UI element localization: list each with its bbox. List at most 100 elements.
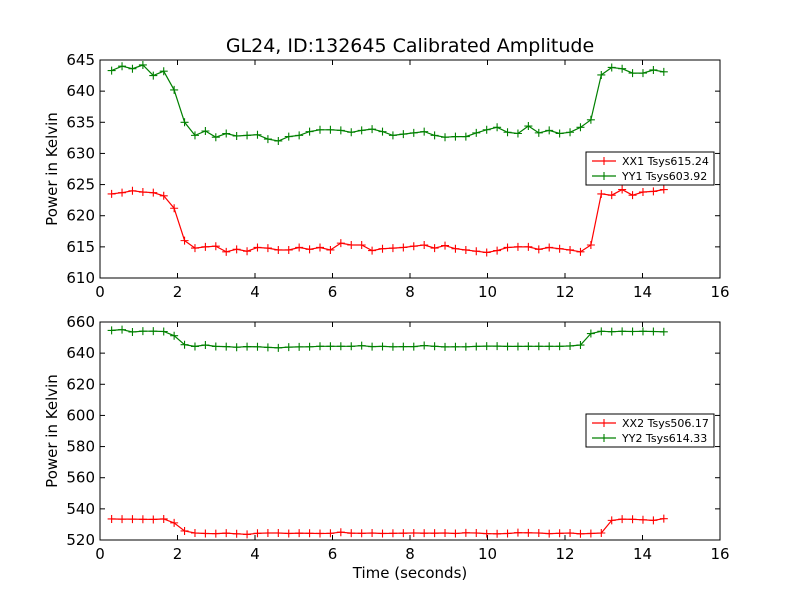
data-point-marker — [399, 130, 408, 139]
data-point-marker — [274, 343, 283, 352]
y-tick-label: 610 — [66, 269, 95, 287]
series-1 — [107, 514, 668, 539]
data-point-marker — [347, 128, 356, 137]
y-tick-label: 640 — [66, 344, 95, 362]
data-point-marker — [513, 242, 522, 251]
x-tick-label: 4 — [250, 545, 260, 563]
data-point-marker — [263, 244, 272, 253]
data-point-marker — [170, 204, 179, 213]
data-point-marker — [347, 342, 356, 351]
data-point-marker — [118, 62, 127, 71]
x-tick-label: 12 — [555, 545, 574, 563]
data-point-marker — [607, 191, 616, 200]
data-point-marker — [649, 327, 658, 336]
data-point-marker — [524, 242, 533, 251]
data-point-marker — [409, 242, 418, 251]
data-point-marker — [128, 186, 137, 195]
y-tick-label: 580 — [66, 438, 95, 456]
data-point-marker — [201, 242, 210, 251]
data-point-marker — [441, 528, 450, 537]
data-point-marker — [576, 341, 585, 350]
data-point-marker — [284, 132, 293, 141]
series-2 — [107, 60, 668, 145]
data-point-marker — [534, 128, 543, 137]
data-point-marker — [576, 123, 585, 132]
data-point-marker — [586, 529, 595, 538]
data-point-marker — [243, 131, 252, 140]
data-point-marker — [388, 131, 397, 140]
data-point-marker — [118, 325, 127, 334]
data-point-marker — [461, 528, 470, 537]
data-point-marker — [566, 245, 575, 254]
data-point-marker — [232, 131, 241, 140]
data-point-marker — [461, 132, 470, 141]
data-point-marker — [305, 342, 314, 351]
data-point-marker — [201, 127, 210, 136]
x-tick-label: 16 — [710, 283, 729, 301]
data-point-marker — [336, 126, 345, 135]
data-point-marker — [243, 342, 252, 351]
data-point-marker — [472, 128, 481, 137]
x-tick-label: 4 — [250, 283, 260, 301]
x-tick-label: 0 — [95, 545, 105, 563]
data-point-marker — [430, 131, 439, 140]
data-point-marker — [253, 243, 262, 252]
bottom-panel: 0 2 4 6 8 10 12 14 16 520 540 560 580 600 620 640 660 Pow… — [43, 313, 730, 582]
data-point-marker — [586, 240, 595, 249]
data-point-marker — [513, 129, 522, 138]
data-point-marker — [284, 343, 293, 352]
legend-entry-label: YY1 Tsys603.92 — [621, 170, 707, 183]
data-point-marker — [586, 329, 595, 338]
y-tick-label: 600 — [66, 406, 95, 424]
data-point-marker — [628, 69, 637, 78]
y-tick-label: 620 — [66, 207, 95, 225]
data-point-marker — [493, 529, 502, 538]
data-point-marker — [305, 529, 314, 538]
data-point-marker — [149, 71, 158, 80]
data-point-marker — [305, 127, 314, 136]
data-point-marker — [305, 245, 314, 254]
data-point-marker — [618, 64, 627, 73]
data-point-marker — [315, 243, 324, 252]
data-point-marker — [524, 122, 533, 131]
data-point-marker — [232, 343, 241, 352]
data-point-marker — [513, 528, 522, 537]
data-point-marker — [128, 515, 137, 524]
y-tick-label: 660 — [66, 313, 95, 331]
data-point-marker — [190, 342, 199, 351]
data-point-marker — [451, 132, 460, 141]
data-point-marker — [399, 342, 408, 351]
y-axis-title: Power in Kelvin — [43, 374, 61, 488]
data-point-marker — [409, 128, 418, 137]
data-point-marker — [368, 125, 377, 134]
data-point-marker — [441, 342, 450, 351]
data-point-marker — [545, 342, 554, 351]
data-point-marker — [524, 342, 533, 351]
data-point-marker — [253, 130, 262, 139]
data-point-marker — [357, 341, 366, 350]
data-point-marker — [315, 342, 324, 351]
data-point-marker — [576, 529, 585, 538]
data-point-marker — [368, 246, 377, 255]
data-point-marker — [555, 129, 564, 138]
data-point-marker — [190, 244, 199, 253]
data-point-marker — [180, 118, 189, 127]
data-point-marker — [482, 248, 491, 257]
data-point-marker — [253, 529, 262, 538]
data-point-marker — [222, 247, 231, 256]
data-point-marker — [336, 528, 345, 537]
data-point-marker — [284, 245, 293, 254]
data-point-marker — [534, 245, 543, 254]
data-point-marker — [649, 65, 658, 74]
legend: XX2 Tsys506.17 YY2 Tsys614.33 — [585, 413, 715, 448]
data-point-marker — [211, 133, 220, 142]
data-point-marker — [336, 342, 345, 351]
y-tick-label: 615 — [66, 238, 95, 256]
data-point-marker — [263, 528, 272, 537]
data-point-marker — [524, 528, 533, 537]
data-point-marker — [399, 243, 408, 252]
legend-swatch-marker — [600, 157, 608, 165]
data-point-marker — [503, 529, 512, 538]
data-point-marker — [263, 343, 272, 352]
data-point-marker — [503, 243, 512, 252]
